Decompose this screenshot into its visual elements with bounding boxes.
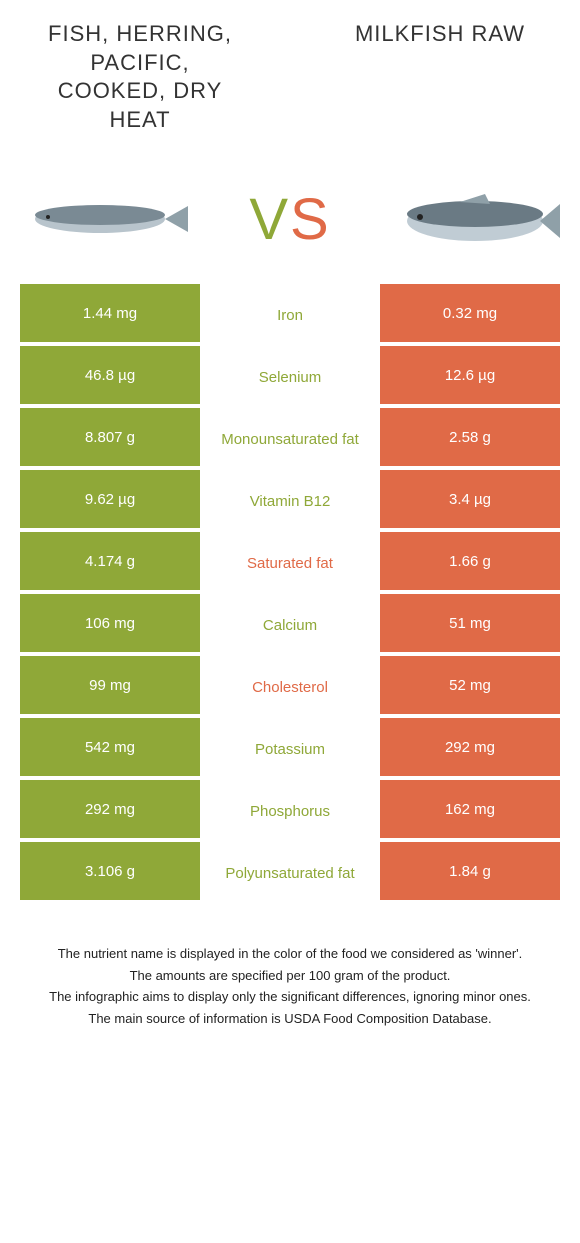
value-left: 1.44 mg bbox=[20, 284, 200, 346]
value-left: 3.106 g bbox=[20, 842, 200, 904]
table-row: 4.174 gSaturated fat1.66 g bbox=[20, 532, 560, 594]
value-right: 162 mg bbox=[380, 780, 560, 842]
fish-right-image bbox=[390, 184, 560, 254]
nutrient-label: Saturated fat bbox=[200, 532, 380, 594]
footer-line: The main source of information is USDA F… bbox=[20, 1009, 560, 1029]
footer-line: The infographic aims to display only the… bbox=[20, 987, 560, 1007]
nutrient-label: Vitamin B12 bbox=[200, 470, 380, 532]
value-right: 51 mg bbox=[380, 594, 560, 656]
value-left: 46.8 µg bbox=[20, 346, 200, 408]
value-right: 2.58 g bbox=[380, 408, 560, 470]
value-left: 4.174 g bbox=[20, 532, 200, 594]
value-right: 1.66 g bbox=[380, 532, 560, 594]
table-row: 8.807 gMonounsaturated fat2.58 g bbox=[20, 408, 560, 470]
nutrient-table: 1.44 mgIron0.32 mg46.8 µgSelenium12.6 µg… bbox=[20, 284, 560, 904]
value-left: 9.62 µg bbox=[20, 470, 200, 532]
nutrient-label: Potassium bbox=[200, 718, 380, 780]
nutrient-label: Polyunsaturated fat bbox=[200, 842, 380, 904]
value-right: 1.84 g bbox=[380, 842, 560, 904]
title-left: Fish, herring, Pacific, cooked, dry heat bbox=[40, 20, 240, 134]
nutrient-label: Selenium bbox=[200, 346, 380, 408]
value-left: 99 mg bbox=[20, 656, 200, 718]
value-right: 12.6 µg bbox=[380, 346, 560, 408]
header: Fish, herring, Pacific, cooked, dry heat… bbox=[0, 0, 580, 144]
footer-line: The amounts are specified per 100 gram o… bbox=[20, 966, 560, 986]
table-row: 46.8 µgSelenium12.6 µg bbox=[20, 346, 560, 408]
title-right: Milkfish raw bbox=[340, 20, 540, 49]
table-row: 542 mgPotassium292 mg bbox=[20, 718, 560, 780]
value-left: 292 mg bbox=[20, 780, 200, 842]
table-row: 3.106 gPolyunsaturated fat1.84 g bbox=[20, 842, 560, 904]
footer-line: The nutrient name is displayed in the co… bbox=[20, 944, 560, 964]
nutrient-label: Monounsaturated fat bbox=[200, 408, 380, 470]
fish-left-image bbox=[20, 184, 190, 254]
vs-label: VS bbox=[249, 186, 330, 253]
table-row: 292 mgPhosphorus162 mg bbox=[20, 780, 560, 842]
table-row: 99 mgCholesterol52 mg bbox=[20, 656, 560, 718]
value-left: 8.807 g bbox=[20, 408, 200, 470]
nutrient-label: Phosphorus bbox=[200, 780, 380, 842]
value-right: 292 mg bbox=[380, 718, 560, 780]
table-row: 9.62 µgVitamin B123.4 µg bbox=[20, 470, 560, 532]
nutrient-label: Iron bbox=[200, 284, 380, 346]
value-right: 3.4 µg bbox=[380, 470, 560, 532]
value-left: 106 mg bbox=[20, 594, 200, 656]
nutrient-label: Cholesterol bbox=[200, 656, 380, 718]
value-right: 52 mg bbox=[380, 656, 560, 718]
table-row: 1.44 mgIron0.32 mg bbox=[20, 284, 560, 346]
footer-notes: The nutrient name is displayed in the co… bbox=[20, 944, 560, 1030]
vs-v: V bbox=[249, 187, 290, 252]
images-row: VS bbox=[0, 174, 580, 264]
vs-s: S bbox=[290, 187, 331, 252]
value-left: 542 mg bbox=[20, 718, 200, 780]
value-right: 0.32 mg bbox=[380, 284, 560, 346]
table-row: 106 mgCalcium51 mg bbox=[20, 594, 560, 656]
nutrient-label: Calcium bbox=[200, 594, 380, 656]
